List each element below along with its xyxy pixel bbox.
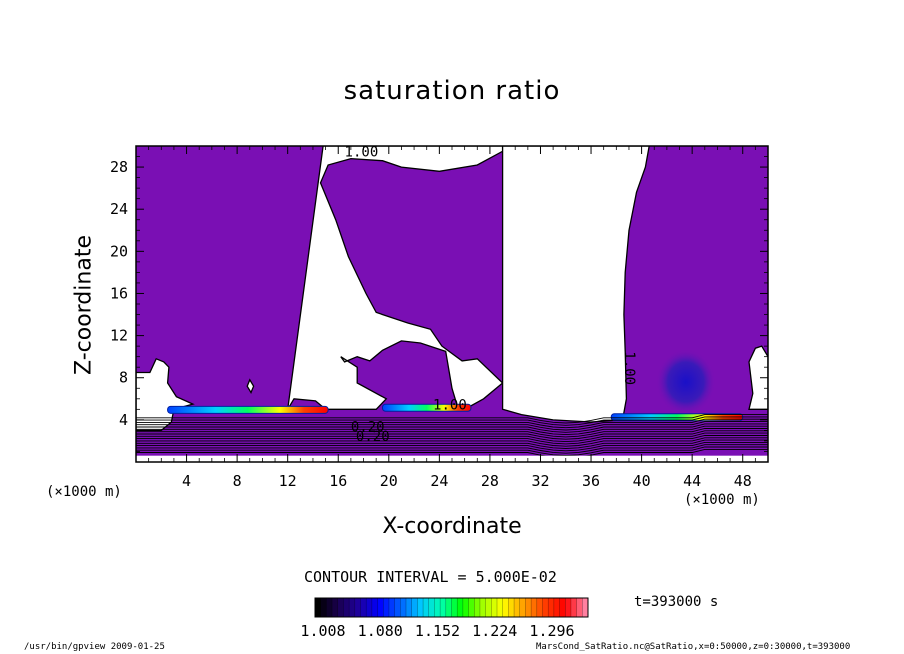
- chart-title: saturation ratio: [343, 76, 561, 106]
- contour-label: 1.00: [345, 145, 379, 161]
- contour-line: [136, 423, 768, 433]
- supersaturation-band: [167, 405, 329, 414]
- contour-line: [136, 425, 768, 436]
- x-tick-label: 44: [683, 472, 701, 490]
- x-tick-label: 32: [531, 472, 549, 490]
- time-label: t=393000 s: [634, 594, 719, 610]
- contour-line: [136, 428, 768, 438]
- y-tick-label: 28: [110, 158, 128, 176]
- contour-label: 1.00: [621, 351, 637, 385]
- supersaturation-band: [381, 403, 472, 412]
- x-axis-title: X-coordinate: [382, 514, 522, 539]
- x-tick-label: 24: [430, 472, 448, 490]
- contour-line: [136, 430, 768, 440]
- x-tick-label: 20: [380, 472, 398, 490]
- contour-line: [136, 414, 768, 424]
- contour-line: [136, 437, 768, 447]
- contour-line: [136, 432, 768, 443]
- y-tick-label: 8: [119, 369, 128, 387]
- footer-left: /usr/bin/gpview 2009-01-25: [24, 642, 165, 652]
- contour-line: [136, 441, 768, 452]
- saturated-region: [287, 146, 504, 410]
- contour-line: [136, 418, 768, 429]
- contour-line: [136, 448, 768, 459]
- x-tick-label: 28: [481, 472, 499, 490]
- x-tick-label: 12: [279, 472, 297, 490]
- y-tick-label: 20: [110, 242, 128, 260]
- contour-label: 1.00: [433, 397, 467, 413]
- x-tick-label: 40: [633, 472, 651, 490]
- x-tick-label: 4: [182, 472, 191, 490]
- contour-line: [136, 444, 768, 454]
- saturated-region: [246, 378, 255, 394]
- contour-line: [136, 421, 768, 431]
- footer-right: MarsCond_SatRatio.nc@SatRatio,x=0:50000,…: [536, 642, 851, 652]
- y-unit-label: (×1000 m): [46, 484, 122, 500]
- y-tick-label: 24: [110, 200, 128, 218]
- x-tick-label: 8: [233, 472, 242, 490]
- y-tick-label: 16: [110, 284, 128, 302]
- x-unit-label: (×1000 m): [684, 492, 760, 508]
- contour-line: [136, 416, 768, 426]
- y-axis-title: Z-coordinate: [71, 235, 97, 375]
- y-tick-label: 12: [110, 327, 128, 345]
- contour-label: 0.20: [351, 419, 385, 435]
- x-tick-label: 16: [329, 472, 347, 490]
- saturated-region: [136, 357, 195, 432]
- y-tick-label: 4: [119, 411, 128, 429]
- contour-line: [136, 435, 768, 445]
- supersaturation-plume: [655, 348, 716, 415]
- contour-interval-label: CONTOUR INTERVAL = 5.000E-02: [304, 568, 557, 586]
- x-tick-label: 48: [734, 472, 752, 490]
- saturated-region: [748, 345, 768, 410]
- x-tick-label: 36: [582, 472, 600, 490]
- saturated-region: [501, 146, 650, 423]
- contour-line: [136, 439, 768, 449]
- contour-line: [136, 446, 768, 456]
- contour-label: 0.20: [356, 429, 390, 445]
